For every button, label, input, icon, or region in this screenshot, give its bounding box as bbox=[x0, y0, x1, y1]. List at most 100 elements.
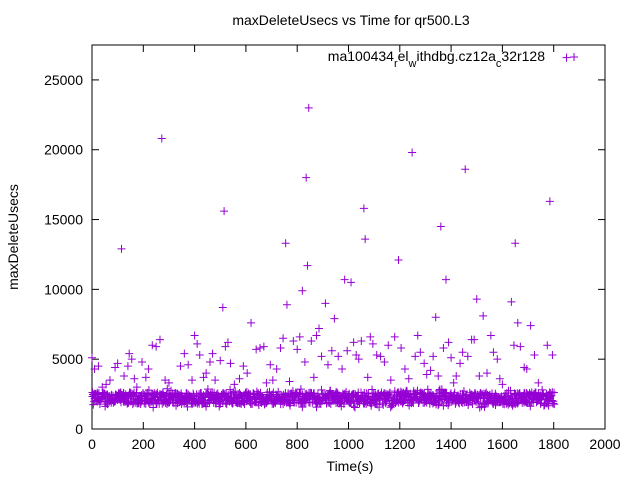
data-point bbox=[366, 332, 375, 341]
data-point bbox=[295, 332, 304, 341]
data-point bbox=[470, 335, 479, 344]
x-tick-label: 200 bbox=[132, 436, 156, 452]
data-point bbox=[281, 239, 290, 248]
data-point bbox=[534, 378, 543, 387]
data-point bbox=[550, 400, 559, 409]
data-point bbox=[447, 353, 456, 362]
data-point bbox=[456, 359, 465, 368]
data-point bbox=[312, 331, 321, 340]
x-tick-label: 1000 bbox=[333, 436, 364, 452]
data-point bbox=[302, 173, 311, 182]
data-point bbox=[144, 364, 153, 373]
data-point bbox=[323, 360, 332, 369]
data-point bbox=[188, 376, 197, 385]
data-point bbox=[359, 204, 368, 213]
x-tick-label: 600 bbox=[234, 436, 258, 452]
data-point bbox=[230, 380, 239, 389]
y-tick-label: 5000 bbox=[52, 351, 83, 367]
data-point bbox=[472, 295, 481, 304]
data-point bbox=[315, 324, 324, 333]
data-point bbox=[208, 349, 217, 358]
data-point bbox=[361, 235, 370, 244]
data-point bbox=[148, 341, 157, 350]
data-point bbox=[483, 369, 492, 378]
data-point bbox=[509, 341, 518, 350]
data-point bbox=[449, 378, 458, 387]
data-point bbox=[548, 388, 557, 397]
legend-label: ma100434relwithdbg.cz12ac32r128 bbox=[328, 48, 545, 70]
data-point bbox=[102, 380, 111, 389]
data-point bbox=[285, 377, 294, 386]
data-point bbox=[420, 359, 429, 368]
data-point bbox=[486, 331, 495, 340]
data-point bbox=[400, 364, 409, 373]
data-point bbox=[330, 314, 339, 323]
data-point bbox=[268, 376, 277, 385]
data-point bbox=[489, 348, 498, 357]
data-point bbox=[293, 345, 302, 354]
data-point bbox=[452, 371, 461, 380]
data-point bbox=[530, 350, 539, 359]
data-point bbox=[190, 331, 199, 340]
data-point bbox=[317, 385, 326, 394]
x-tick-label: 800 bbox=[286, 436, 310, 452]
data-point bbox=[199, 373, 208, 382]
data-point bbox=[152, 342, 161, 351]
data-point bbox=[289, 337, 298, 346]
data-point bbox=[125, 349, 134, 358]
data-point bbox=[357, 337, 366, 346]
data-point bbox=[444, 338, 453, 347]
data-point bbox=[105, 376, 114, 385]
data-point bbox=[362, 400, 371, 409]
y-tick-label: 10000 bbox=[44, 281, 83, 297]
data-point bbox=[390, 332, 399, 341]
data-point bbox=[296, 385, 305, 394]
data-point bbox=[208, 388, 217, 397]
data-point bbox=[436, 222, 445, 231]
data-point bbox=[475, 371, 484, 380]
data-point bbox=[372, 350, 381, 359]
data-points bbox=[88, 53, 571, 412]
data-point bbox=[538, 385, 547, 394]
data-point bbox=[113, 359, 122, 368]
plot-frame bbox=[91, 44, 606, 430]
data-point bbox=[463, 352, 472, 361]
data-point bbox=[307, 337, 316, 346]
data-point bbox=[155, 335, 164, 344]
data-point bbox=[111, 363, 120, 372]
data-point bbox=[266, 360, 275, 369]
data-point bbox=[220, 207, 229, 216]
data-point bbox=[159, 388, 168, 397]
x-tick-label: 2000 bbox=[589, 436, 620, 452]
x-axis: 0 200 400 600 800 1000 1200 1400 1600 1800 2000 bbox=[88, 45, 621, 452]
data-point bbox=[549, 399, 558, 408]
data-point bbox=[376, 352, 385, 361]
data-point bbox=[252, 345, 261, 354]
legend-marker bbox=[570, 53, 578, 61]
data-point bbox=[426, 366, 435, 375]
y-tick-label: 15000 bbox=[44, 212, 83, 228]
data-point bbox=[411, 352, 420, 361]
data-point bbox=[279, 334, 288, 343]
data-point bbox=[141, 373, 150, 382]
data-point bbox=[413, 331, 422, 340]
data-point bbox=[95, 400, 104, 409]
data-point bbox=[304, 103, 313, 112]
data-point bbox=[127, 355, 136, 364]
data-point bbox=[428, 399, 437, 408]
data-point bbox=[451, 396, 460, 405]
data-point bbox=[334, 352, 343, 361]
data-point bbox=[88, 353, 96, 362]
data-point bbox=[513, 318, 522, 327]
data-point bbox=[132, 383, 141, 392]
data-point bbox=[397, 344, 406, 353]
data-point bbox=[239, 362, 248, 371]
data-point bbox=[375, 403, 384, 412]
data-point bbox=[164, 378, 173, 387]
data-point bbox=[545, 197, 554, 206]
data-point bbox=[256, 344, 265, 353]
data-point bbox=[298, 286, 307, 295]
data-point bbox=[543, 341, 552, 350]
data-point bbox=[120, 371, 129, 380]
legend: ma100434relwithdbg.cz12ac32r128 bbox=[328, 48, 578, 70]
